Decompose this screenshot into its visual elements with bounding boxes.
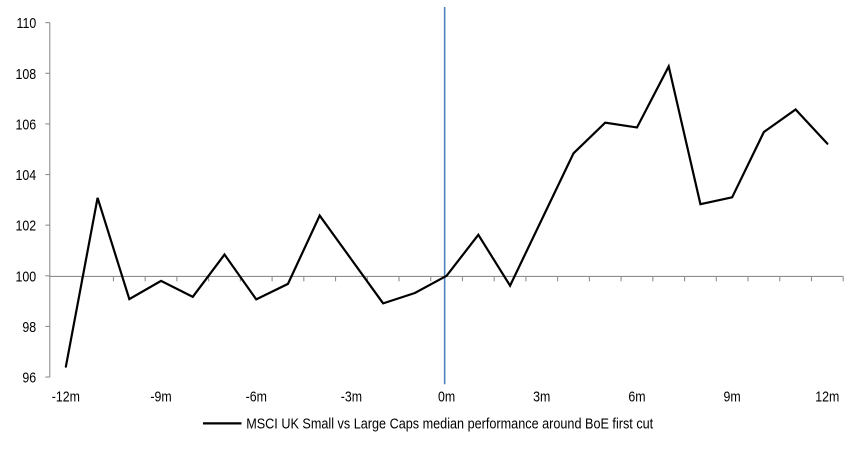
svg-text:96: 96 <box>22 370 36 387</box>
svg-text:6m: 6m <box>628 389 645 406</box>
svg-text:106: 106 <box>16 116 37 133</box>
svg-text:-9m: -9m <box>150 389 171 406</box>
svg-text:102: 102 <box>16 218 37 235</box>
svg-text:MSCI UK Small vs Large Caps me: MSCI UK Small vs Large Caps median perfo… <box>246 416 654 433</box>
svg-text:98: 98 <box>22 319 36 336</box>
svg-text:9m: 9m <box>724 389 741 406</box>
svg-text:108: 108 <box>16 66 37 83</box>
svg-text:-12m: -12m <box>52 389 80 406</box>
svg-text:100: 100 <box>16 268 37 285</box>
svg-text:12m: 12m <box>815 389 839 406</box>
svg-text:3m: 3m <box>533 389 550 406</box>
svg-text:110: 110 <box>17 15 37 32</box>
svg-text:0m: 0m <box>438 389 455 406</box>
svg-text:104: 104 <box>16 167 37 184</box>
svg-text:-6m: -6m <box>246 389 267 406</box>
svg-text:-3m: -3m <box>341 389 362 406</box>
